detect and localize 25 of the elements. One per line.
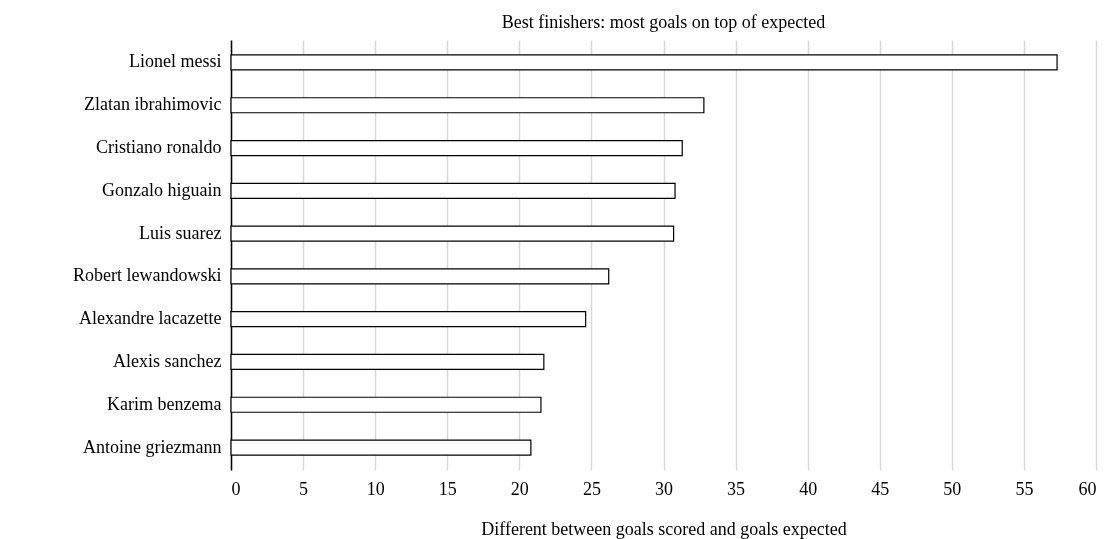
y-tick-label: Lionel messi (129, 51, 222, 72)
y-tick-label: Alexis sanchez (113, 350, 222, 371)
x-tick-label: 50 (943, 478, 962, 499)
x-tick-label: 5 (299, 478, 309, 499)
y-tick-label: Gonzalo higuain (102, 179, 222, 200)
x-tick-label: 40 (799, 478, 818, 499)
y-tick-label: Antoine griezmann (83, 436, 222, 457)
y-tick-label: Zlatan ibrahimovic (84, 94, 222, 115)
x-tick-label: 25 (582, 478, 601, 499)
x-tick-label: 30 (655, 478, 673, 499)
y-tick-label: Cristiano ronaldo (96, 137, 222, 158)
x-tick-label: 15 (438, 478, 457, 499)
x-tick-label: 45 (871, 478, 890, 499)
x-tick-label: 60 (1078, 478, 1097, 499)
y-tick-label: Alexandre lacazette (79, 308, 222, 329)
x-tick-label: 20 (510, 478, 529, 499)
chart-title: Best finishers: most goals on top of expected (501, 12, 826, 32)
y-tick-label: Robert lewandowski (73, 265, 222, 286)
x-tick-label: 55 (1015, 478, 1034, 499)
x-tick-label: 35 (727, 478, 746, 499)
x-axis-title: Different between goals scored and goals expected (481, 518, 847, 539)
y-tick-label: Karim benzema (107, 393, 222, 414)
x-tick-label: 10 (366, 478, 385, 499)
y-tick-label: Luis suarez (139, 222, 222, 243)
x-tick-label: 0 (231, 478, 241, 499)
